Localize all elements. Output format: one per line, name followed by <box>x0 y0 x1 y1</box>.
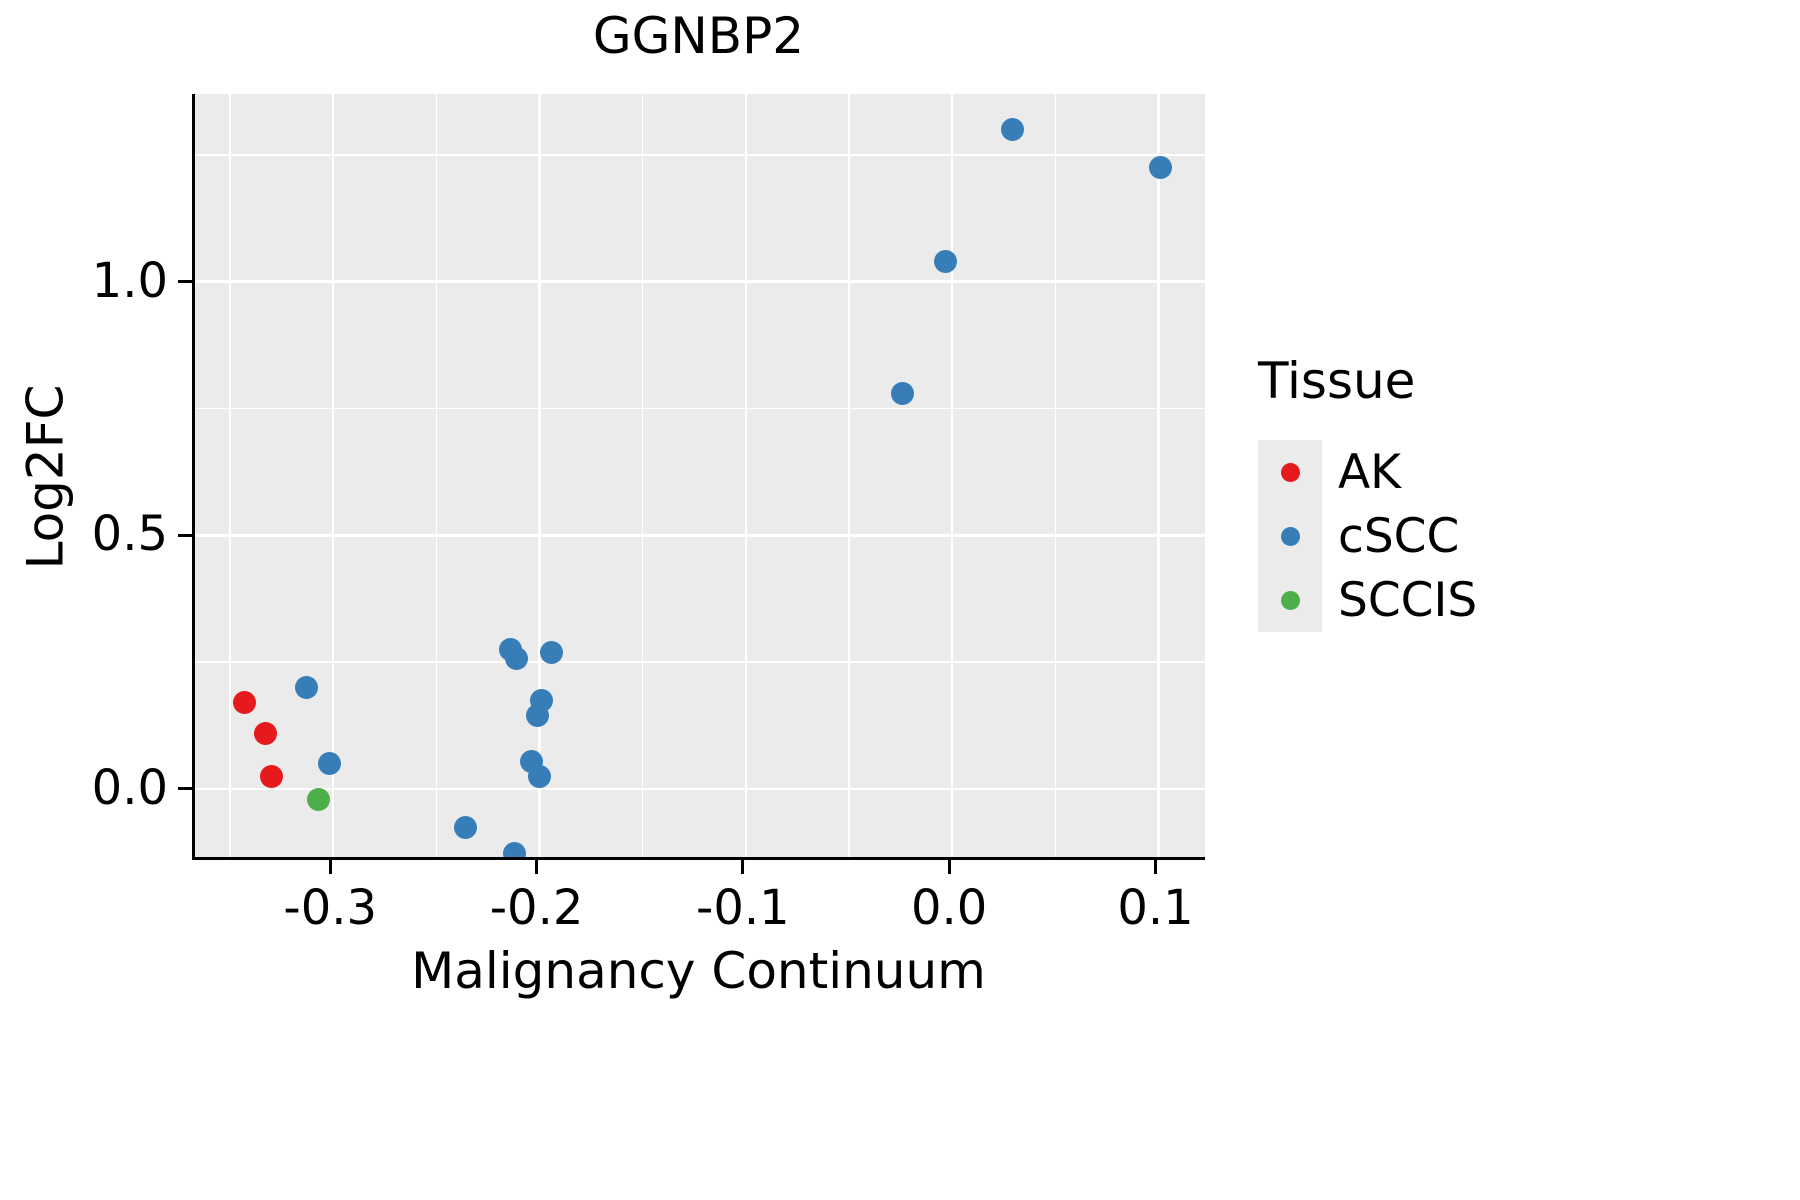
gridline-x-minor <box>229 94 231 857</box>
y-tick-label: 1.0 <box>91 252 168 309</box>
data-point-SCCIS <box>307 787 331 811</box>
gridline-x-minor <box>641 94 644 857</box>
data-point-cSCC <box>891 381 915 405</box>
gridline-x-minor <box>1054 94 1057 857</box>
gridline-x-major <box>950 94 954 857</box>
y-tick-mark <box>178 280 192 284</box>
data-point-cSCC <box>1149 156 1173 180</box>
y-axis-title-wrap: Log2FC <box>0 94 90 860</box>
gridline-y-minor <box>195 661 1205 663</box>
x-tick-label: -0.2 <box>489 880 584 936</box>
gridline-y-major <box>195 280 1205 283</box>
plot-panel <box>192 94 1205 860</box>
gridline-y-minor <box>195 407 1205 410</box>
data-point-cSCC <box>505 646 529 670</box>
gridline-x-major <box>744 94 748 857</box>
legend-entry-AK: AK <box>1258 440 1477 504</box>
x-tick-label: 0.1 <box>1117 880 1194 936</box>
x-axis-title: Malignancy Continuum <box>411 942 986 1000</box>
x-tick-mark <box>1153 860 1157 874</box>
legend-label: cSCC <box>1338 508 1460 564</box>
legend-key <box>1258 440 1322 504</box>
chart-title: GGNBP2 <box>592 7 805 65</box>
legend-key <box>1258 568 1322 632</box>
gridline-y-major <box>195 534 1205 537</box>
legend-key <box>1258 504 1322 568</box>
legend-dot-icon <box>1280 590 1300 610</box>
gridline-y-major <box>195 787 1205 791</box>
data-point-cSCC <box>453 815 477 839</box>
y-tick-label: 0.0 <box>91 759 168 816</box>
legend-title: Tissue <box>1258 352 1416 410</box>
legend-entries: AK cSCC SCCIS <box>1258 440 1477 632</box>
legend-dot-icon <box>1280 526 1300 546</box>
data-point-cSCC <box>525 703 549 727</box>
data-point-cSCC <box>540 640 564 664</box>
data-point-cSCC <box>1000 118 1024 141</box>
x-tick-mark <box>328 860 332 874</box>
data-point-cSCC <box>528 764 552 788</box>
legend: Tissue AK cSCC SCCIS <box>1258 352 1477 632</box>
x-tick-mark <box>947 860 951 874</box>
y-tick-mark <box>178 533 192 537</box>
data-point-cSCC <box>503 842 527 857</box>
data-point-cSCC <box>934 249 958 273</box>
x-tick-mark <box>741 860 745 874</box>
legend-label: AK <box>1338 444 1401 500</box>
gridline-x-minor <box>848 94 850 857</box>
legend-entry-SCCIS: SCCIS <box>1258 568 1477 632</box>
data-point-cSCC <box>294 676 318 700</box>
gridline-y-minor <box>195 154 1205 156</box>
x-tick-label: -0.1 <box>696 880 790 936</box>
data-point-AK <box>233 691 256 715</box>
data-point-cSCC <box>317 752 341 776</box>
legend-entry-cSCC: cSCC <box>1258 504 1477 568</box>
x-tick-mark <box>535 860 539 874</box>
legend-dot-icon <box>1280 462 1300 482</box>
data-point-AK <box>259 764 283 788</box>
gridline-x-major <box>1157 94 1160 857</box>
y-tick-mark <box>178 787 192 791</box>
data-point-AK <box>253 721 277 745</box>
gridline-x-major <box>331 94 335 857</box>
x-tick-label: 0.0 <box>910 880 988 936</box>
legend-label: SCCIS <box>1338 572 1478 628</box>
gridline-x-minor <box>435 94 438 857</box>
x-tick-label: -0.3 <box>283 880 378 936</box>
y-tick-label: 0.5 <box>91 506 168 563</box>
gridline-x-major <box>538 94 541 857</box>
